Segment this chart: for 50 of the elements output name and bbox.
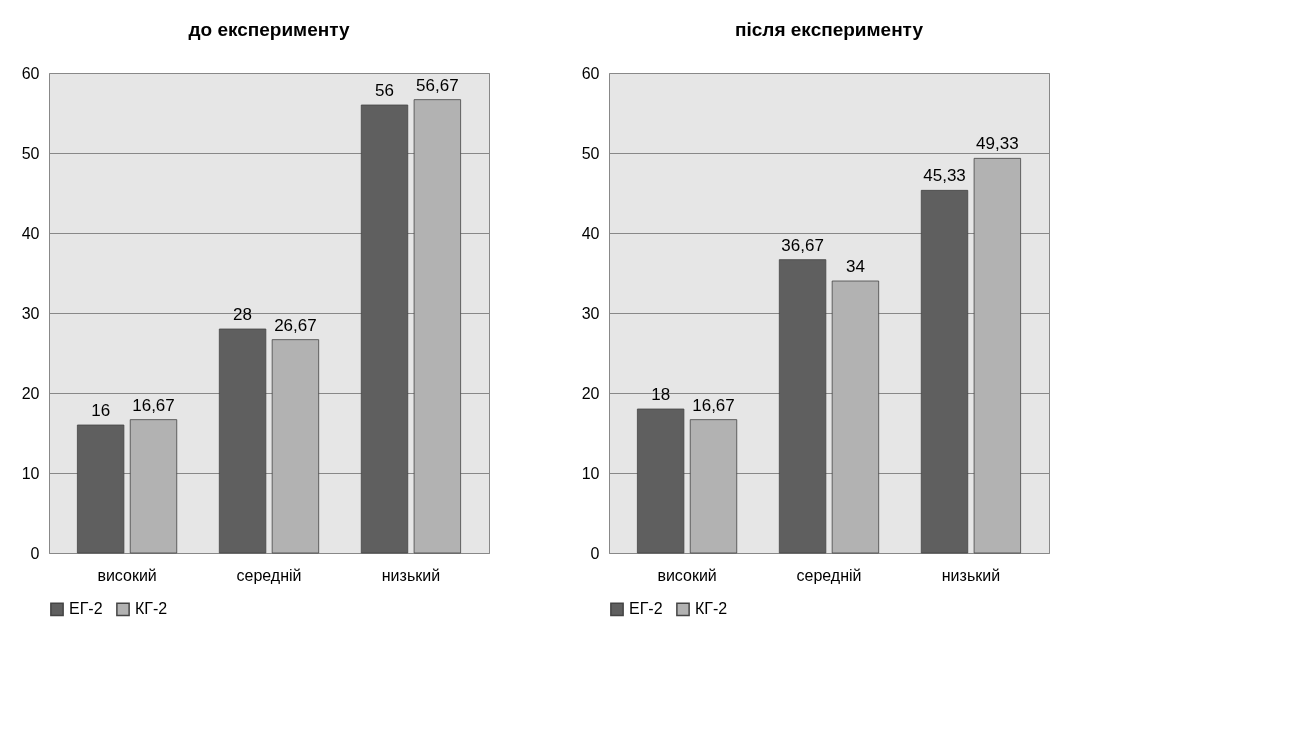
bar <box>636 408 685 554</box>
x-tick-label: низький <box>941 566 1001 584</box>
data-label: 49,33 <box>976 134 1019 154</box>
bar <box>271 339 320 554</box>
y-tick-label: 20 <box>21 384 40 402</box>
data-label: 16,67 <box>132 395 175 415</box>
bar <box>413 99 462 554</box>
data-label: 36,67 <box>781 235 824 255</box>
bar <box>76 424 125 554</box>
y-tick-label: 60 <box>21 64 40 82</box>
y-tick-label: 60 <box>581 64 600 82</box>
x-tick-label: високий <box>97 566 157 584</box>
data-label: 28 <box>233 305 253 324</box>
data-label: 56,67 <box>416 75 459 95</box>
bar <box>129 419 178 554</box>
legend-label: КГ-2 <box>135 600 168 618</box>
x-tick-label: середній <box>796 566 862 584</box>
legend-label: ЕГ-2 <box>69 600 103 618</box>
y-tick-label: 10 <box>581 464 600 482</box>
data-label: 16 <box>91 401 111 420</box>
bar <box>973 157 1022 554</box>
data-label: 26,67 <box>274 315 317 335</box>
data-label: 45,33 <box>923 166 966 186</box>
data-label: 56 <box>375 81 394 100</box>
y-tick-label: 0 <box>590 544 600 562</box>
y-tick-label: 0 <box>30 544 40 562</box>
y-tick-label: 40 <box>21 224 40 242</box>
y-tick-label: 40 <box>581 224 600 242</box>
bar <box>831 280 880 554</box>
bar <box>689 419 738 554</box>
data-label: 16,67 <box>692 395 735 415</box>
data-label: 34 <box>845 257 865 276</box>
y-tick-label: 20 <box>581 384 600 402</box>
bar <box>778 259 827 554</box>
x-tick-label: високий <box>657 566 717 584</box>
bar <box>360 104 409 554</box>
chart-title: до експерименту <box>188 19 350 40</box>
y-tick-label: 50 <box>21 144 40 162</box>
x-tick-label: низький <box>381 566 441 584</box>
y-tick-label: 50 <box>581 144 600 162</box>
y-tick-label: 30 <box>21 304 40 322</box>
chart-title: після експерименту <box>735 19 924 40</box>
x-tick-label: середній <box>236 566 302 584</box>
bar <box>218 328 267 554</box>
legend-label: ЕГ-2 <box>629 600 663 618</box>
legend-label: КГ-2 <box>695 600 728 618</box>
bar <box>920 189 969 554</box>
y-tick-label: 10 <box>21 464 40 482</box>
y-tick-label: 30 <box>581 304 600 322</box>
data-label: 18 <box>651 385 671 404</box>
